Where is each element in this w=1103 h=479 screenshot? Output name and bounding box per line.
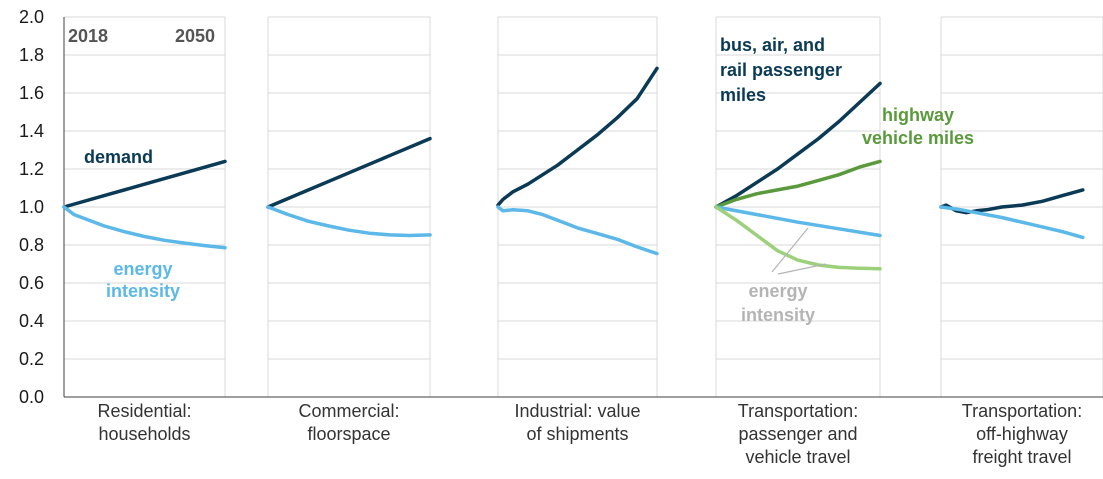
series-line-energy_intensity <box>496 205 659 256</box>
category-label: Transportation: <box>738 401 858 421</box>
series-line-energy_intensity <box>62 205 227 250</box>
annotation-demand: demand <box>84 147 153 167</box>
annotation-highway-vehicle-miles: highway <box>882 105 954 125</box>
x-end-label: 2050 <box>175 26 215 46</box>
labels: Residential: households Commercial: floorsp… <box>68 26 1082 467</box>
category-label: Industrial: value <box>514 401 640 421</box>
series-line-demand <box>62 159 227 209</box>
category-label: households <box>98 424 190 444</box>
y-tick-label: 1.2 <box>19 159 44 179</box>
series-line-energy_intensity <box>939 205 1085 240</box>
category-label: floorspace <box>307 424 390 444</box>
series-line-demand <box>266 136 432 209</box>
y-tick-label: 1.0 <box>19 197 44 217</box>
annotation-passenger-miles: bus, air, and <box>720 35 825 55</box>
series-lines <box>62 66 1085 271</box>
category-label: Residential: <box>97 401 191 421</box>
y-tick-label: 2.0 <box>19 7 44 27</box>
annotation-transport-energy-intensity: intensity <box>741 305 815 325</box>
series-line-highway <box>714 159 882 209</box>
series-line-energy_intensity <box>714 205 882 238</box>
category-label: passenger and <box>738 424 857 444</box>
annotation-highway-vehicle-miles: vehicle miles <box>862 128 974 148</box>
series-line-demand <box>496 66 659 207</box>
x-start-label: 2018 <box>68 26 108 46</box>
y-tick-label: 0.6 <box>19 273 44 293</box>
series-line-highway_intensity <box>714 205 882 271</box>
annotation-passenger-miles: miles <box>720 85 766 105</box>
annotation-energy-intensity: intensity <box>106 281 180 301</box>
leader-line <box>771 227 809 273</box>
category-label: freight travel <box>972 447 1071 467</box>
y-tick-label: 1.6 <box>19 83 44 103</box>
y-tick-label: 0.4 <box>19 311 44 331</box>
y-tick-label: 0.8 <box>19 235 44 255</box>
series-line-energy_intensity <box>266 205 432 238</box>
annotation-transport-energy-intensity: energy <box>748 281 807 301</box>
y-tick-label: 0.2 <box>19 349 44 369</box>
category-label: of shipments <box>526 424 628 444</box>
category-label: vehicle travel <box>745 447 850 467</box>
category-label: Transportation: <box>962 401 1082 421</box>
y-tick-label: 0.0 <box>19 387 44 407</box>
leader-line <box>777 263 827 275</box>
y-tick-label: 1.4 <box>19 121 44 141</box>
category-label: Commercial: <box>298 401 399 421</box>
annotation-energy-intensity: energy <box>113 259 172 279</box>
axes: 0.0 0.2 0.4 0.6 0.8 1.0 1.2 1.4 1.6 1.8 2.0 <box>19 7 1103 407</box>
annotation-passenger-miles: rail passenger <box>720 60 842 80</box>
series-line-demand <box>714 81 882 209</box>
y-tick-label: 1.8 <box>19 45 44 65</box>
category-label: off-highway <box>976 424 1068 444</box>
